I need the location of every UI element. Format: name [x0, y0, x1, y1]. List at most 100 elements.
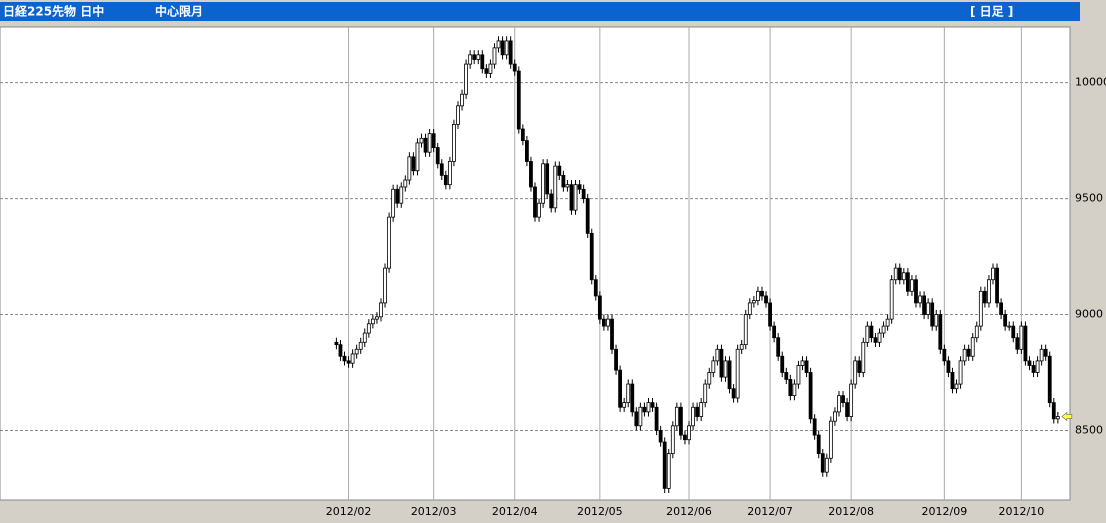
candle-body — [703, 383, 708, 404]
y-tick-label: 9000 — [1075, 308, 1103, 321]
candle-body — [529, 161, 533, 188]
candle-body — [500, 40, 505, 56]
candle-body — [901, 272, 906, 281]
candle-body — [683, 434, 687, 441]
candle-body — [816, 434, 821, 455]
candle-body — [646, 402, 651, 413]
candle-body — [857, 360, 862, 373]
candle-body — [472, 54, 477, 60]
candle-body — [954, 383, 959, 390]
candle-body — [411, 156, 416, 172]
candle-body — [524, 140, 529, 162]
candle-body — [711, 360, 716, 373]
candle-body — [638, 406, 643, 427]
candle-body — [423, 137, 428, 153]
candle-body — [808, 372, 813, 420]
x-tick-label: 2012/09 — [922, 505, 968, 518]
candle-body — [354, 348, 359, 355]
candle-body — [516, 70, 521, 130]
candle-body — [991, 267, 995, 281]
candle-body — [918, 295, 922, 304]
candle-body — [873, 337, 878, 343]
candle-body — [1051, 402, 1056, 420]
candle-body — [679, 406, 683, 436]
candle-body — [492, 47, 497, 65]
candle-body — [541, 163, 546, 204]
candle-body — [435, 147, 440, 165]
candle-body — [666, 453, 671, 489]
candle-body — [399, 186, 404, 204]
candle-body — [699, 402, 704, 417]
candle-body — [581, 188, 586, 199]
x-tick-label: 2012/02 — [326, 505, 372, 518]
candle-body — [788, 379, 793, 397]
y-tick-label: 10000 — [1075, 76, 1106, 89]
candle-body — [670, 425, 675, 455]
candle-body — [1019, 325, 1024, 350]
candle-body — [889, 279, 894, 320]
candle-body — [549, 193, 554, 209]
candle-body — [743, 314, 748, 346]
candle-body — [610, 318, 614, 350]
candle-body — [561, 174, 566, 188]
y-tick-label: 9500 — [1075, 192, 1103, 205]
candle-body — [792, 383, 797, 397]
candle-body — [662, 441, 667, 489]
candle-body — [415, 142, 420, 172]
candle-body — [723, 360, 728, 378]
candle-body — [841, 395, 845, 404]
candle-body — [1031, 365, 1036, 373]
candle-body — [439, 163, 444, 176]
candle-body — [958, 360, 963, 385]
candle-body — [731, 388, 736, 399]
candle-body — [585, 198, 590, 234]
candle-body — [1027, 360, 1032, 366]
x-tick-label: 2012/08 — [828, 505, 874, 518]
candle-body — [512, 63, 517, 72]
candle-body — [905, 272, 910, 292]
x-tick-label: 2012/03 — [411, 505, 457, 518]
candle-body — [966, 348, 971, 357]
candle-body — [476, 54, 481, 60]
candle-body — [1039, 348, 1044, 362]
candle-body — [407, 156, 412, 181]
candle-body — [1003, 314, 1008, 327]
candle-body — [379, 302, 383, 318]
candle-body — [837, 395, 841, 413]
candle-body — [622, 402, 627, 408]
candle-body — [460, 93, 464, 107]
x-tick-label: 2012/05 — [577, 505, 623, 518]
candle-body — [456, 105, 460, 125]
candle-body — [727, 360, 732, 390]
candle-body — [885, 318, 890, 327]
candle-body — [496, 40, 501, 49]
candle-body — [865, 325, 870, 343]
candle-body — [751, 300, 756, 304]
candle-body — [926, 302, 931, 315]
candle-body — [468, 54, 473, 65]
candle-body — [533, 186, 537, 218]
candle-body — [403, 179, 408, 188]
candle-body — [687, 425, 691, 441]
candle-body — [391, 188, 396, 218]
candle-body — [869, 325, 874, 339]
candle-body — [366, 323, 371, 334]
candle-body — [658, 430, 663, 443]
candle-body — [974, 325, 979, 339]
candle-body — [654, 406, 659, 431]
candle-body — [897, 267, 902, 281]
candle-body — [780, 355, 785, 373]
candle-body — [674, 406, 679, 427]
candle-body — [739, 344, 744, 350]
candle-body — [950, 372, 955, 390]
candle-body — [861, 341, 866, 373]
candle-body — [995, 267, 999, 304]
candle-body — [1007, 325, 1012, 328]
candle-body — [1043, 348, 1048, 357]
candle-body — [362, 332, 367, 343]
candle-body — [464, 63, 468, 95]
candle-body — [772, 325, 777, 339]
candle-body — [796, 365, 801, 385]
